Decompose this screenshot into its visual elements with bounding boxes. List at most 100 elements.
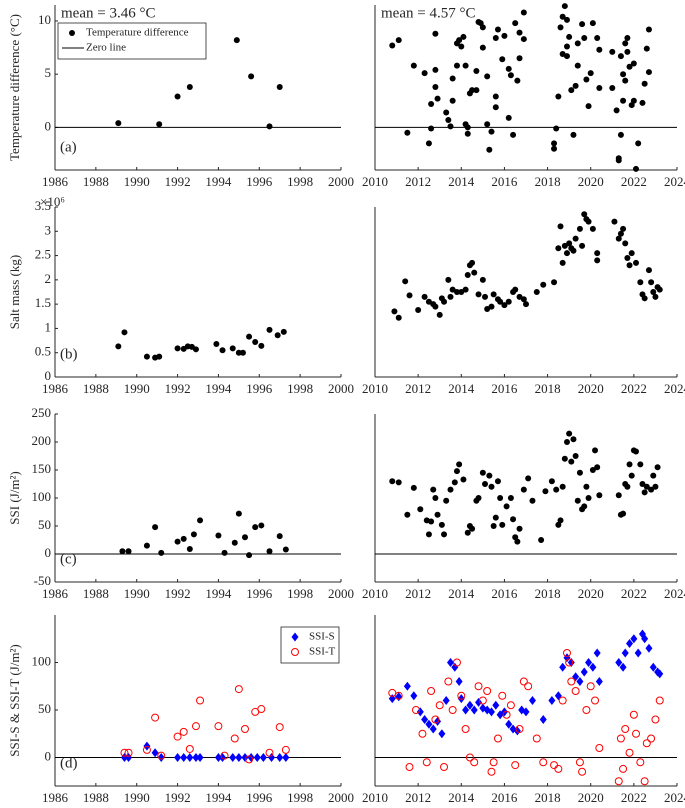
y-tick-label: 50 — [38, 701, 51, 716]
point — [630, 634, 638, 644]
y-axis-label: Salt mass (kg) — [7, 255, 22, 329]
point — [394, 691, 403, 700]
legend-label: SSI-S — [309, 631, 335, 643]
point — [456, 461, 463, 468]
point — [516, 29, 523, 36]
point — [443, 497, 450, 504]
point — [557, 517, 564, 524]
point — [581, 35, 588, 41]
point — [152, 524, 159, 531]
point — [281, 745, 290, 754]
x-tick-label: 2022 — [621, 381, 647, 396]
point — [617, 230, 624, 237]
point — [462, 286, 469, 293]
point — [456, 37, 463, 44]
point — [652, 293, 659, 300]
point — [473, 68, 480, 74]
x-tick-label: 2022 — [621, 174, 647, 189]
point — [174, 538, 181, 545]
point — [520, 36, 527, 43]
point — [406, 292, 413, 299]
point — [624, 483, 631, 490]
point — [548, 696, 556, 705]
point — [229, 345, 236, 352]
point — [636, 758, 645, 767]
point — [558, 696, 567, 705]
legend-label: SSI-T — [309, 646, 336, 658]
point — [650, 472, 657, 479]
point — [553, 125, 560, 132]
point — [538, 537, 545, 543]
point — [563, 250, 570, 257]
point — [576, 677, 584, 686]
point — [265, 748, 274, 757]
point — [119, 548, 126, 555]
point — [444, 677, 453, 686]
point — [417, 506, 424, 513]
point — [635, 140, 642, 147]
x-tick-label: 1986 — [42, 586, 69, 601]
point — [432, 66, 439, 73]
legend-box — [57, 22, 207, 60]
point — [626, 262, 633, 269]
x-tick-label: 2020 — [578, 586, 604, 601]
point — [522, 707, 530, 717]
point — [447, 293, 454, 300]
point — [550, 761, 559, 770]
point — [492, 35, 499, 41]
point — [574, 497, 581, 504]
point — [479, 469, 486, 476]
point — [125, 548, 132, 555]
point — [124, 748, 133, 757]
point — [630, 97, 637, 104]
point — [475, 291, 482, 298]
point — [219, 347, 226, 354]
x-tick-label: 1992 — [165, 174, 191, 189]
point — [151, 713, 160, 722]
y-exponent: ×10⁶ — [40, 194, 65, 209]
point — [458, 43, 465, 50]
point — [282, 546, 289, 553]
point — [391, 308, 398, 315]
point — [404, 129, 411, 136]
point — [275, 723, 284, 732]
x-tick-label: 2012 — [405, 174, 431, 189]
point — [585, 495, 592, 501]
point — [214, 753, 222, 762]
point — [469, 87, 476, 94]
point — [235, 510, 242, 517]
panel-label: (c) — [60, 551, 77, 567]
x-tick-label: 1998 — [287, 381, 313, 396]
point — [570, 131, 577, 138]
point — [510, 516, 517, 523]
point — [520, 296, 527, 303]
point — [582, 706, 591, 714]
point — [594, 35, 601, 41]
point — [180, 535, 187, 542]
legend-box — [280, 626, 340, 664]
point — [576, 469, 583, 476]
point — [240, 725, 249, 733]
point — [474, 682, 483, 691]
legend-marker — [291, 648, 299, 656]
point — [258, 342, 265, 349]
point — [643, 483, 650, 490]
point — [404, 511, 411, 518]
point — [579, 242, 586, 249]
x-tick-label: 2010 — [362, 790, 388, 805]
point — [516, 525, 523, 532]
point — [157, 751, 166, 760]
point — [464, 529, 471, 536]
point — [585, 103, 592, 110]
point — [478, 696, 487, 705]
point — [489, 758, 498, 767]
point — [502, 710, 511, 719]
y-tick-label: 10 — [38, 12, 51, 27]
point — [609, 85, 616, 92]
point — [619, 662, 627, 672]
point — [115, 120, 122, 127]
x-tick-label: 1992 — [165, 381, 191, 396]
point — [641, 489, 648, 496]
x-tick-label: 1992 — [165, 790, 191, 805]
